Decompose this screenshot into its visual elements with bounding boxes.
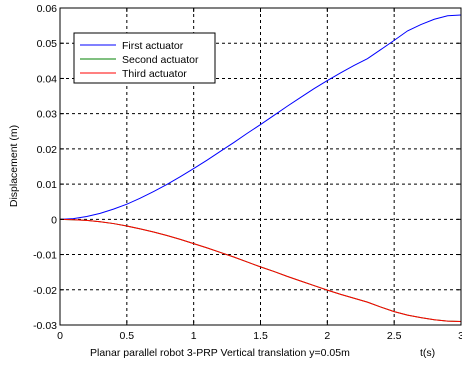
x-tick-label: 0 <box>57 330 63 342</box>
legend-label-2: Second actuator <box>122 54 199 66</box>
series-line-3 <box>59 218 462 322</box>
x-axis-label: Planar parallel robot 3-PRP Vertical tra… <box>90 347 350 359</box>
y-tick-label: 0.01 <box>37 179 58 191</box>
x-axis-unit-label: t(s) <box>420 347 435 359</box>
legend-label-1: First actuator <box>122 40 184 52</box>
legend-label-3: Third actuator <box>122 68 187 80</box>
y-tick-label: 0.03 <box>37 109 58 121</box>
x-tick-label: 0.5 <box>120 330 135 342</box>
x-tick-label: 1.5 <box>253 330 268 342</box>
y-tick-label: 0 <box>51 214 57 226</box>
y-tick-label: 0.02 <box>37 144 58 156</box>
y-axis-label: Displacement (m) <box>8 125 20 207</box>
y-tick-label: 0.04 <box>37 73 58 85</box>
x-tick-label: 1 <box>191 330 197 342</box>
x-tick-label: 2 <box>324 330 330 342</box>
ticks <box>59 7 462 326</box>
x-tick-label: 2.5 <box>387 330 402 342</box>
y-tick-labels: -0.03 -0.02 -0.01 0 0.01 0.02 0.03 0.04 0.05 0.06 <box>33 3 57 332</box>
y-tick-label: -0.01 <box>33 250 57 262</box>
series-group <box>59 14 462 322</box>
y-tick-label: -0.03 <box>33 320 57 332</box>
y-tick-label: 0.05 <box>37 38 58 50</box>
y-tick-label: -0.02 <box>33 285 57 297</box>
x-tick-labels: 0 0.5 1 1.5 2 2.5 3 <box>57 330 462 342</box>
legend: First actuator Second actuator Third actua… <box>73 32 216 84</box>
x-tick-label: 3 <box>458 330 462 342</box>
series-line-1 <box>59 14 462 220</box>
legend-box <box>73 32 216 84</box>
y-tick-label: 0.06 <box>37 3 58 15</box>
